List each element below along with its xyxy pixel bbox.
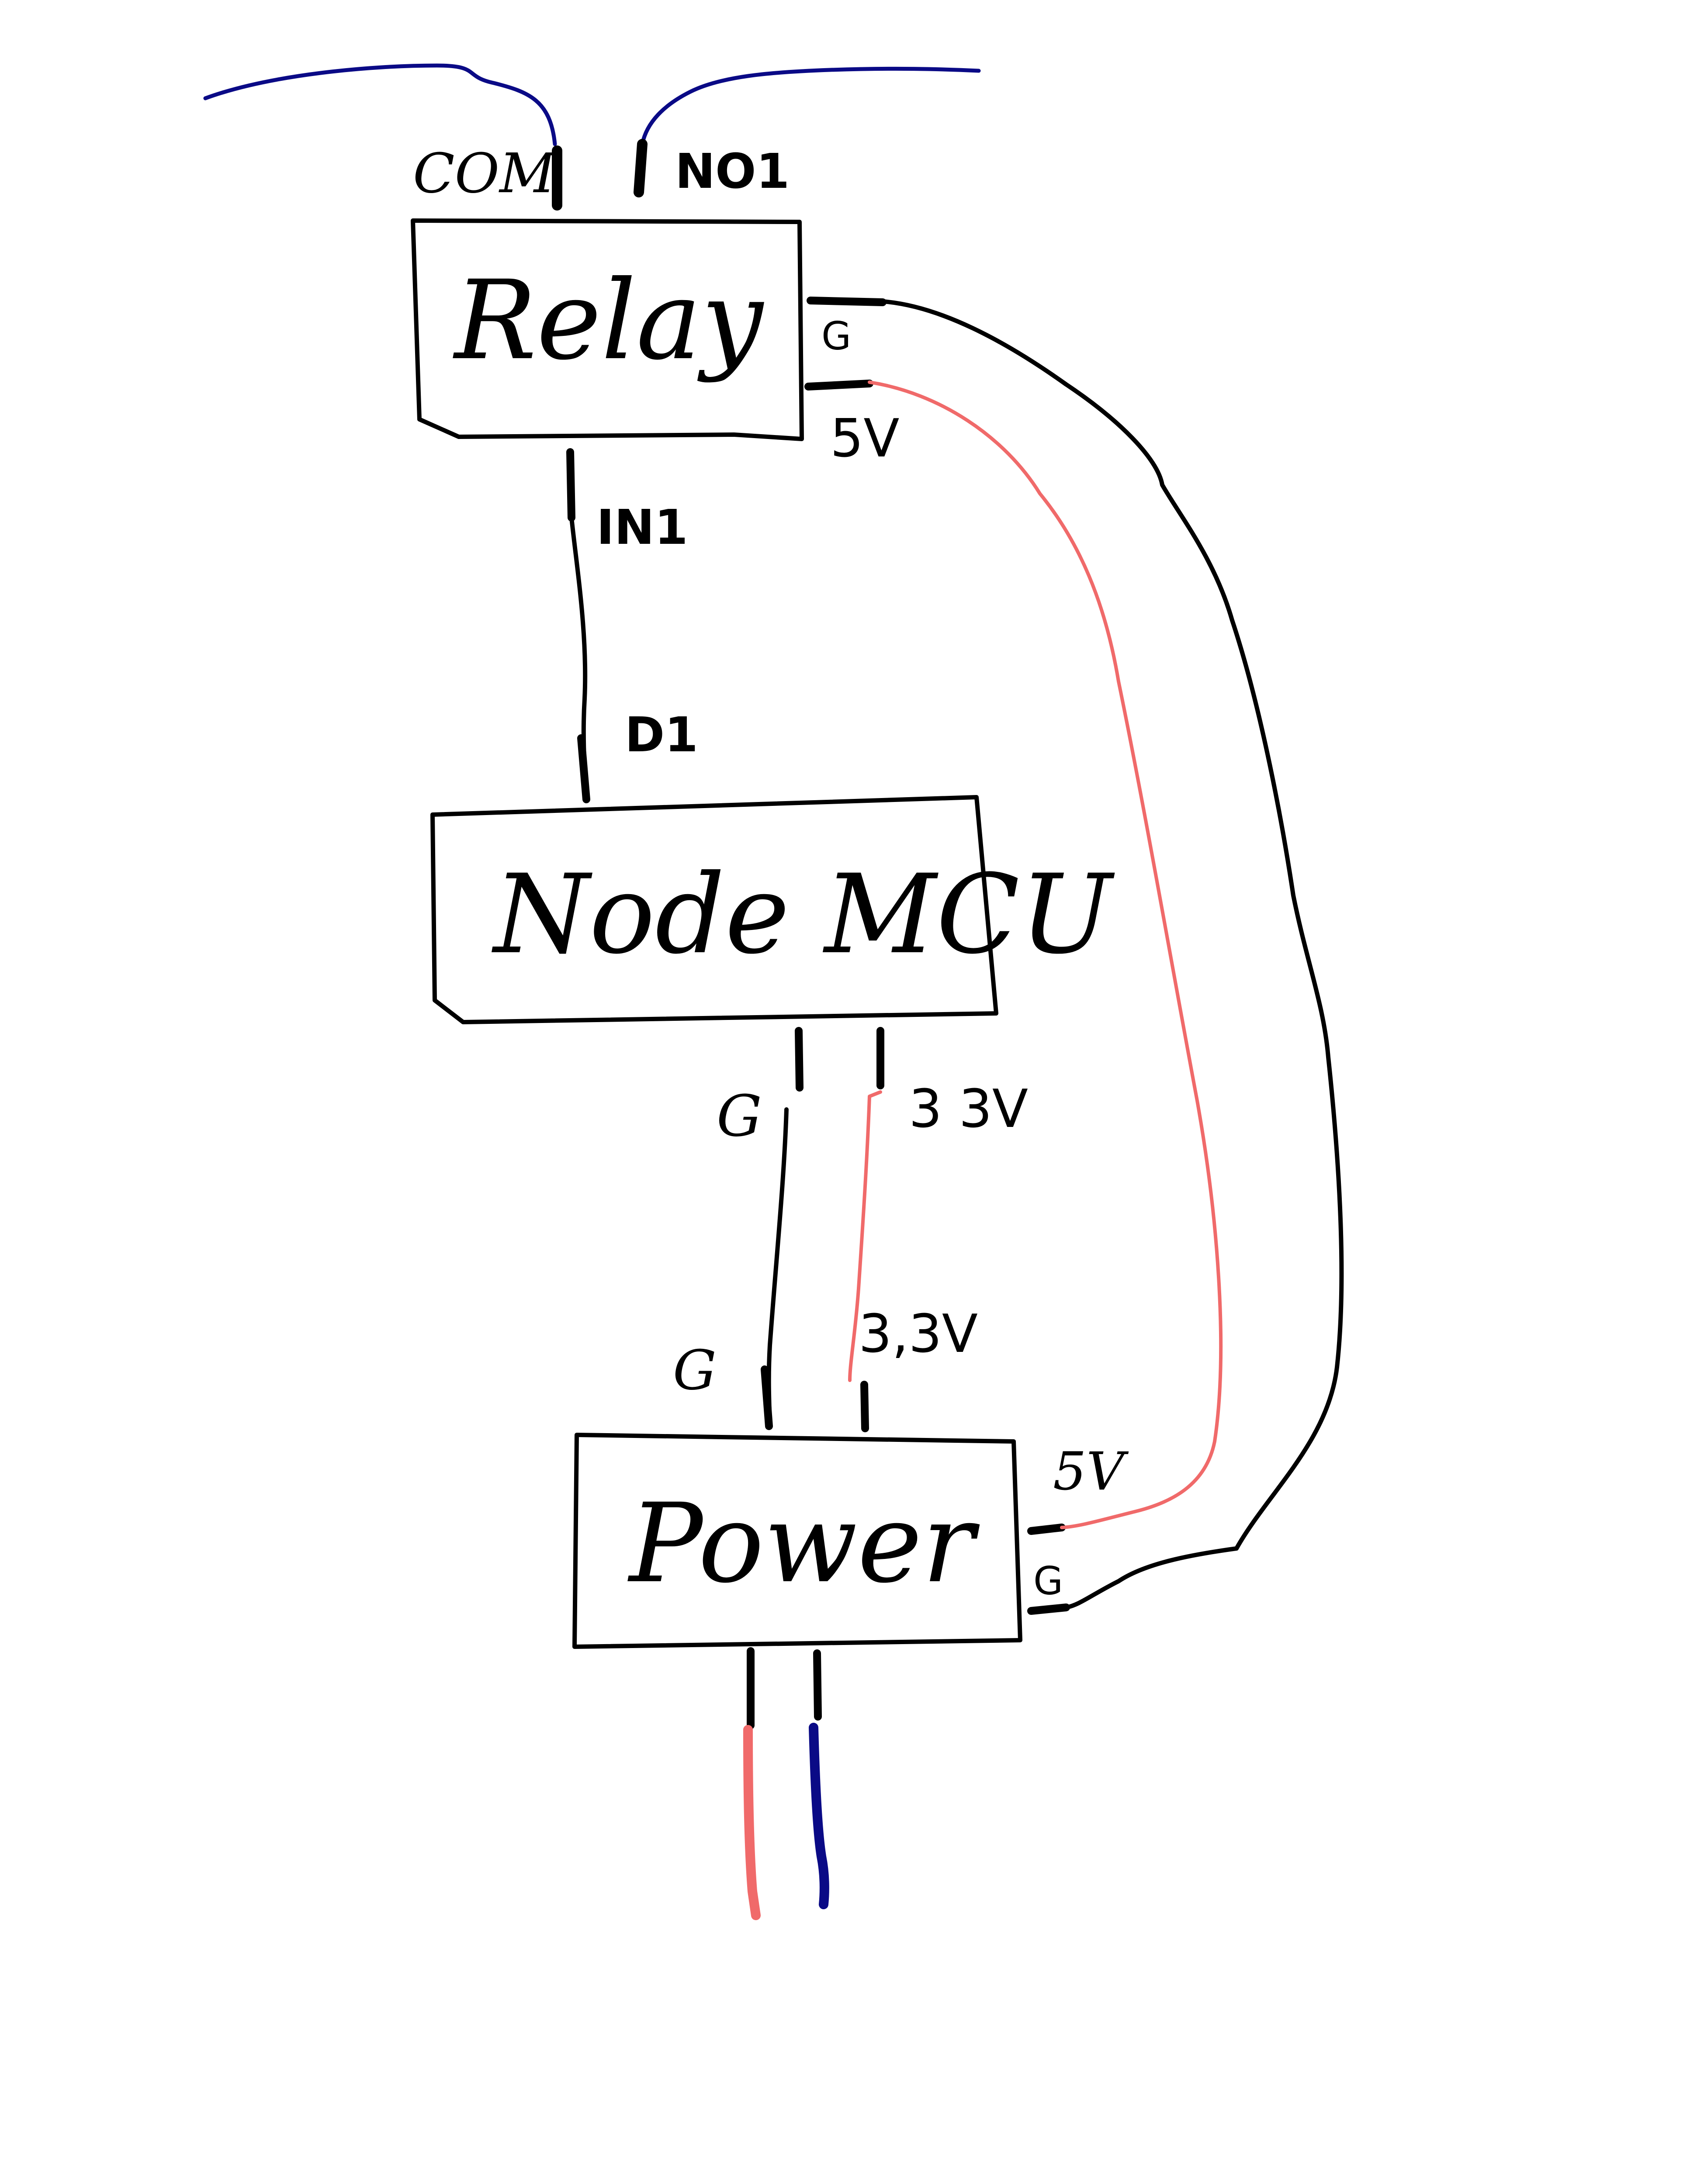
- relay-title: Relay: [453, 257, 764, 384]
- relay-no1-label: NO1: [675, 143, 790, 199]
- relay-gnd-label: G: [821, 314, 851, 359]
- nodemcu-d1-label: D1: [625, 707, 698, 763]
- gnd-wire-relay-power: [880, 299, 1344, 1610]
- power-3v3-pin: [860, 1381, 869, 1432]
- power-gnd-side-pin: [1027, 1603, 1070, 1615]
- relay-box: [411, 218, 804, 441]
- nodemcu-gnd-pin: [795, 1027, 804, 1092]
- power-5v-label: 5V: [1053, 1441, 1129, 1502]
- relay-in1-label: IN1: [596, 499, 688, 555]
- mains-wire-no1: [640, 66, 981, 146]
- nodemcu-title: Node MCU: [492, 851, 1115, 978]
- relay-no1-pin: [634, 139, 648, 197]
- power-out-wire-blue: [809, 1723, 829, 1909]
- relay-gnd-pin: [807, 297, 887, 306]
- relay-5v-label: 5V: [830, 408, 899, 469]
- nodemcu-box: [430, 795, 998, 1024]
- power-gnd-top-pin: [761, 1365, 773, 1430]
- nodemcu-d1-pin: [577, 734, 590, 803]
- power-gnd-side-label: G: [1033, 1559, 1063, 1603]
- v33-wire-nodemcu-power: [848, 1090, 882, 1382]
- relay-com-label: COM: [413, 142, 557, 205]
- power-gnd-top-label: G: [673, 1339, 717, 1402]
- gnd-wire-nodemcu-power: [766, 1107, 789, 1426]
- power-out-pin-right: [813, 1649, 822, 1721]
- relay-in1-pin: [566, 448, 575, 522]
- power-5v-pin: [1027, 1524, 1066, 1535]
- nodemcu-gnd-label: G: [717, 1083, 762, 1149]
- power-out-wire-red: [743, 1725, 761, 1920]
- power-box: [572, 1433, 1022, 1649]
- relay-5v-pin: [804, 380, 873, 390]
- nodemcu-3v3-label: 3 3V: [909, 1079, 1028, 1140]
- power-title: Power: [627, 1480, 980, 1607]
- v5-wire-relay-power: [868, 380, 1223, 1529]
- mains-wire-com: [203, 63, 557, 146]
- power-3v3-label: 3,3V: [859, 1304, 978, 1365]
